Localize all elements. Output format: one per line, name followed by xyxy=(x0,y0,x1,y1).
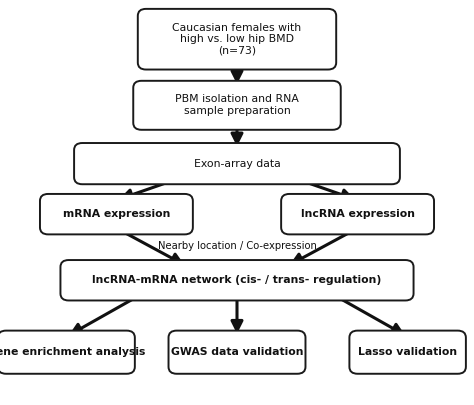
Text: Caucasian females with
high vs. low hip BMD
(n=73): Caucasian females with high vs. low hip … xyxy=(173,23,301,56)
Text: GWAS data validation: GWAS data validation xyxy=(171,347,303,357)
Text: lncRNA expression: lncRNA expression xyxy=(301,209,415,219)
FancyBboxPatch shape xyxy=(138,9,336,70)
FancyBboxPatch shape xyxy=(349,330,466,374)
Text: Nearby location / Co-expression: Nearby location / Co-expression xyxy=(157,241,317,251)
FancyBboxPatch shape xyxy=(74,143,400,184)
FancyBboxPatch shape xyxy=(40,194,193,234)
Text: mRNA expression: mRNA expression xyxy=(63,209,170,219)
Text: Exon-array data: Exon-array data xyxy=(193,159,281,168)
FancyBboxPatch shape xyxy=(0,330,135,374)
FancyBboxPatch shape xyxy=(281,194,434,234)
Text: PBM isolation and RNA
sample preparation: PBM isolation and RNA sample preparation xyxy=(175,94,299,116)
FancyBboxPatch shape xyxy=(133,81,341,130)
Text: Gene enrichment analysis: Gene enrichment analysis xyxy=(0,347,146,357)
FancyBboxPatch shape xyxy=(61,260,413,301)
Text: Lasso validation: Lasso validation xyxy=(358,347,457,357)
Text: lncRNA-mRNA network (cis- / trans- regulation): lncRNA-mRNA network (cis- / trans- regul… xyxy=(92,275,382,285)
FancyBboxPatch shape xyxy=(169,330,305,374)
